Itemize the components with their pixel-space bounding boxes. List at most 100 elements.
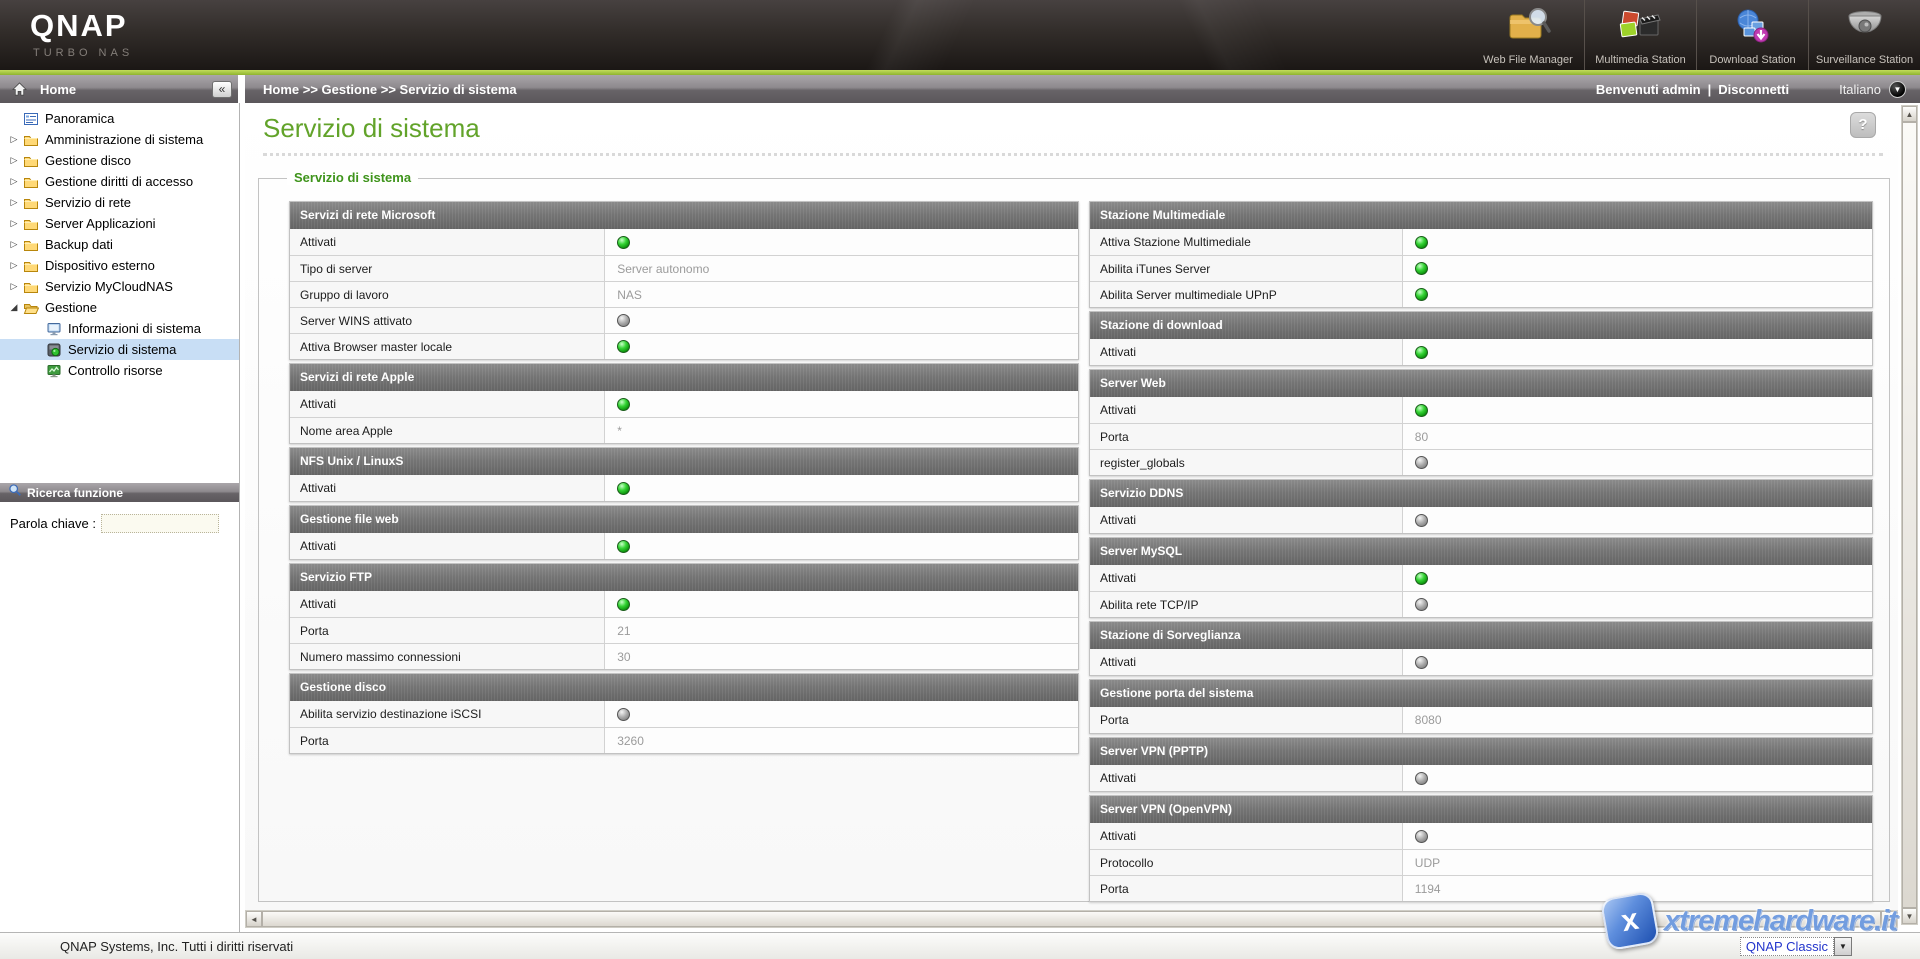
system-service-icon (44, 342, 63, 358)
help-button[interactable]: ? (1850, 112, 1876, 138)
row-label: Attiva Stazione Multimediale (1090, 229, 1403, 255)
language-selector[interactable]: Italiano ▼ (1839, 80, 1906, 98)
sidebar-item-informazioni-di-sistema[interactable]: Informazioni di sistema (0, 318, 239, 339)
status-led-off (617, 707, 631, 721)
section-header: Stazione di Sorveglianza (1090, 622, 1872, 649)
sidebar-item-gestione-diritti-di-accesso[interactable]: ▷ Gestione diritti di accesso (0, 171, 239, 192)
logout-link[interactable]: Disconnetti (1718, 81, 1790, 97)
row-label: Protocollo (1090, 850, 1403, 875)
sidebar-item-servizio-di-sistema[interactable]: Servizio di sistema (0, 339, 239, 360)
search-panel-title: Ricerca funzione (27, 485, 124, 500)
row-value (1402, 565, 1872, 591)
row-label: Attiva Browser master locale (290, 334, 606, 359)
scroll-down-arrow[interactable]: ▼ (1902, 908, 1917, 924)
expand-icon[interactable]: ▷ (10, 239, 18, 249)
app-label: Download Station (1709, 54, 1796, 66)
expand-icon[interactable]: ▷ (10, 197, 18, 207)
overview-icon (21, 111, 40, 127)
row-value: 1194 (1402, 876, 1872, 901)
service-section-servizio-ftp: Servizio FTP Attivati Porta 21 Numero massim… (289, 563, 1079, 670)
search-keyword-input[interactable] (101, 514, 219, 533)
row-label: Attivati (1090, 649, 1403, 675)
sidebar-item-amministrazione-di-sistema[interactable]: ▷ Amministrazione di sistema (0, 129, 239, 150)
section-header: NFS Unix / LinuxS (290, 448, 1078, 475)
surveillance-station-icon (1842, 4, 1888, 46)
app-multimedia-station[interactable]: Multimedia Station (1584, 0, 1696, 70)
row-value-text: Server autonomo (617, 261, 710, 276)
sidebar-item-dispositivo-esterno[interactable]: ▷ Dispositivo esterno (0, 255, 239, 276)
sidebar-item-server-applicazioni[interactable]: ▷ Server Applicazioni (0, 213, 239, 234)
service-row: Attivati (290, 591, 1078, 617)
horizontal-scroll-thumb[interactable] (262, 911, 1881, 927)
row-label: Porta (290, 728, 606, 753)
app-web-file-manager[interactable]: Web File Manager (1472, 0, 1584, 70)
row-value (1402, 507, 1872, 533)
footer: QNAP Systems, Inc. Tutti i diritti riser… (0, 932, 1920, 959)
expand-icon[interactable]: ▷ (10, 134, 18, 144)
status-led-on (1414, 571, 1428, 585)
scroll-left-arrow[interactable]: ◄ (246, 911, 262, 927)
sidebar-item-label: Servizio di rete (45, 195, 131, 210)
scroll-right-arrow[interactable]: ► (1881, 911, 1897, 927)
sidebar-item-servizio-mycloudnas[interactable]: ▷ Servizio MyCloudNAS (0, 276, 239, 297)
row-value: 30 (605, 644, 1078, 669)
theme-selector[interactable]: QNAP Classic ▼ (1739, 937, 1852, 956)
row-value (605, 591, 1078, 617)
fieldset-legend: Servizio di sistema (287, 170, 419, 185)
expand-icon[interactable]: ▷ (10, 260, 18, 270)
vertical-scrollbar[interactable]: ▲ ▼ (1901, 105, 1918, 925)
app-download-station[interactable]: Download Station (1696, 0, 1808, 70)
sidebar-item-gestione-disco[interactable]: ▷ Gestione disco (0, 150, 239, 171)
row-label: Abilita servizio destinazione iSCSI (290, 701, 606, 727)
section-header: Stazione di download (1090, 312, 1872, 339)
service-section-gestione-file-web: Gestione file web Attivati (289, 505, 1079, 560)
sidebar-item-controllo-risorse[interactable]: Controllo risorse (0, 360, 239, 381)
service-section-server-web: Server Web Attivati Porta 80 register_global… (1089, 369, 1873, 476)
service-section-servizi-di-rete-apple: Servizi di rete Apple Attivati Nome area A… (289, 363, 1079, 444)
search-icon (8, 483, 22, 502)
service-row: Protocollo UDP (1090, 849, 1872, 875)
collapse-icon[interactable]: ◢ (10, 302, 18, 312)
row-label: Attivati (290, 591, 606, 617)
service-row: Porta 80 (1090, 423, 1872, 449)
sidebar-item-panoramica[interactable]: Panoramica (0, 108, 239, 129)
collapse-sidebar-button[interactable]: « (212, 80, 232, 98)
theme-selected-value[interactable]: QNAP Classic (1739, 937, 1834, 956)
expand-icon[interactable]: ▷ (10, 218, 18, 228)
sidebar: Panoramica ▷ Amministrazione di sistema ▷ Ge… (0, 103, 240, 932)
expand-icon[interactable]: ▷ (10, 281, 18, 291)
title-divider (263, 153, 1883, 156)
sidebar-item-backup-dati[interactable]: ▷ Backup dati (0, 234, 239, 255)
section-header: Servizio DDNS (1090, 480, 1872, 507)
row-label: Attivati (1090, 339, 1403, 365)
horizontal-scrollbar[interactable]: ◄ ► (245, 910, 1898, 928)
sidebar-item-gestione[interactable]: ◢ Gestione (0, 297, 239, 318)
expand-icon[interactable]: ▷ (10, 176, 18, 186)
app-header: QNAP TURBO NAS Web File Manager Multimedi… (0, 0, 1920, 70)
expand-icon[interactable]: ▷ (10, 155, 18, 165)
service-row: Porta 21 (290, 617, 1078, 643)
service-row: Attivati (1090, 339, 1872, 365)
service-section-gestione-disco: Gestione disco Abilita servizio destinazi… (289, 673, 1079, 754)
sidebar-item-servizio-di-rete[interactable]: ▷ Servizio di rete (0, 192, 239, 213)
language-dropdown-icon[interactable]: ▼ (1889, 80, 1906, 98)
status-led-off (1414, 456, 1428, 469)
app-label: Surveillance Station (1815, 54, 1914, 66)
sidebar-item-label: Amministrazione di sistema (45, 132, 204, 147)
app-surveillance-station[interactable]: Surveillance Station (1808, 0, 1920, 70)
status-led-off (1414, 513, 1428, 527)
service-row: Attivati (1090, 397, 1872, 423)
row-label: Attivati (290, 533, 606, 559)
scroll-up-arrow[interactable]: ▲ (1902, 106, 1917, 122)
vertical-scroll-thumb[interactable] (1902, 122, 1917, 908)
folder-icon (21, 195, 40, 211)
copyright-text: QNAP Systems, Inc. Tutti i diritti riser… (60, 938, 294, 954)
theme-dropdown-icon[interactable]: ▼ (1834, 937, 1852, 956)
row-value: * (605, 418, 1078, 443)
service-row: Gruppo di lavoro NAS (290, 281, 1078, 307)
service-row: Attivati (1090, 823, 1872, 849)
row-value (1402, 823, 1872, 849)
service-row: Porta 3260 (290, 727, 1078, 753)
row-label: Attivati (1090, 823, 1403, 849)
